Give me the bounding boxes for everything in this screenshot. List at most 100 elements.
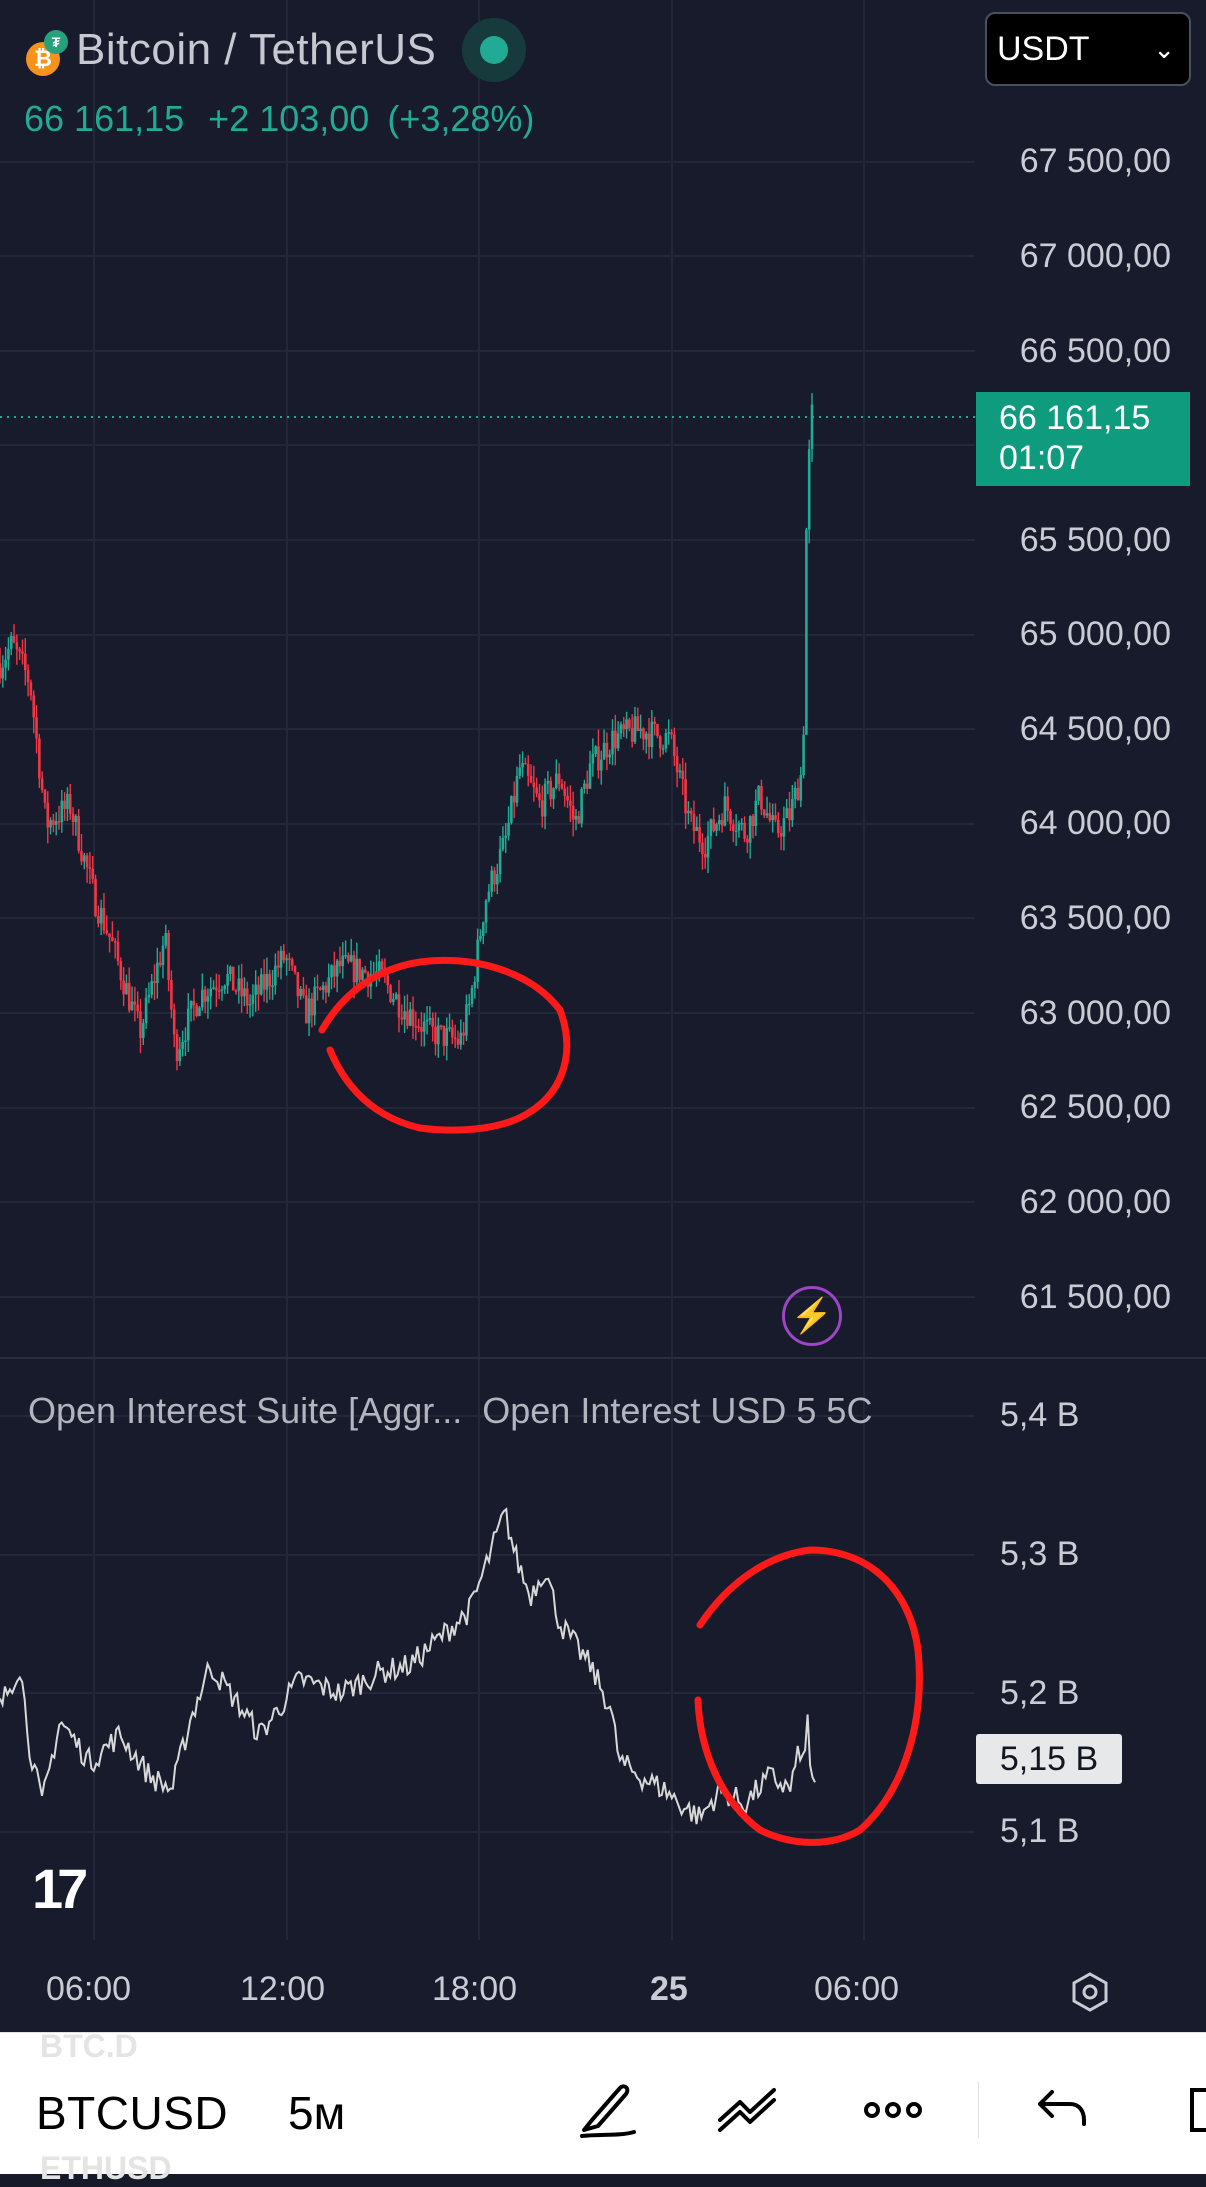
candle-body xyxy=(417,1026,420,1029)
candle-body xyxy=(762,809,766,816)
candle-body xyxy=(186,1008,190,1041)
candle-body xyxy=(279,950,283,968)
price-axis-label: 66 500,00 xyxy=(1019,332,1171,370)
candle-body xyxy=(644,733,648,740)
candle-body xyxy=(532,782,536,788)
candle-body xyxy=(487,891,491,901)
candle-body xyxy=(414,1026,418,1028)
candle-body xyxy=(496,874,499,885)
candle-body xyxy=(569,800,572,806)
candle-body xyxy=(465,1004,468,1036)
candle-body xyxy=(673,734,676,757)
candle-body xyxy=(796,787,800,801)
candle-body xyxy=(400,1017,404,1020)
watchlist-next-symbol[interactable]: ETHUSD xyxy=(40,2150,172,2186)
candle-body xyxy=(473,981,477,988)
candle-body xyxy=(442,1025,446,1046)
candle-body xyxy=(344,955,347,957)
oi-axis-label: 5,3 B xyxy=(1000,1535,1080,1573)
candle-body xyxy=(184,1040,187,1042)
candle-body xyxy=(681,770,685,780)
candle-body xyxy=(661,748,665,750)
candle-body xyxy=(608,754,612,758)
candle-body xyxy=(571,805,575,820)
candle-body xyxy=(406,1011,409,1026)
undo-icon[interactable] xyxy=(1026,2074,1096,2144)
candle-body xyxy=(167,932,170,980)
candle-body xyxy=(394,994,398,999)
candle-body xyxy=(729,810,732,825)
candle-body xyxy=(782,818,786,837)
symbol-header[interactable]: ₿ ₮ Bitcoin / TetherUS xyxy=(24,18,527,82)
candle-body xyxy=(97,916,100,924)
candle-body xyxy=(170,979,173,1010)
candle-body xyxy=(498,849,502,875)
candle-body xyxy=(63,800,66,810)
candle-body xyxy=(254,984,257,996)
candle-body xyxy=(321,985,325,990)
candle-body xyxy=(234,990,238,992)
candle-body xyxy=(307,998,311,1024)
candle-body xyxy=(687,810,690,814)
candle-body xyxy=(161,945,165,966)
candle-body xyxy=(757,785,760,801)
candle-body xyxy=(484,900,488,923)
candle-body xyxy=(341,955,345,967)
brush-icon[interactable] xyxy=(572,2074,642,2144)
price-axis-label: 64 000,00 xyxy=(1019,804,1171,842)
more-icon[interactable] xyxy=(858,2074,928,2144)
candle-body xyxy=(127,983,131,1011)
candle-body xyxy=(667,732,671,734)
candle-body xyxy=(549,780,552,800)
candle-body xyxy=(630,728,634,742)
interval-button[interactable]: 5м xyxy=(288,2087,346,2139)
oi-axis-label: 5,1 B xyxy=(1000,1812,1080,1850)
chart-canvas[interactable] xyxy=(0,0,1206,2032)
bolt-icon[interactable]: ⚡ xyxy=(782,1286,842,1346)
candle-body xyxy=(453,1037,457,1040)
candle-body xyxy=(178,1049,182,1062)
candle-body xyxy=(49,820,52,828)
chevron-down-icon: ⌄ xyxy=(1153,33,1175,64)
trend-line-icon[interactable] xyxy=(712,2074,782,2144)
candle-body xyxy=(577,815,581,824)
candle-body xyxy=(675,756,679,773)
pair-title[interactable]: Bitcoin / TetherUS xyxy=(76,25,437,74)
indicator-title: Open Interest Suite [Aggr... xyxy=(28,1390,463,1431)
watchlist-prev-symbol[interactable]: BTC.D xyxy=(40,2028,138,2064)
candle-body xyxy=(439,1025,443,1027)
price-axis-label: 65 500,00 xyxy=(1019,521,1171,559)
candle-body xyxy=(653,721,656,724)
currency-select[interactable]: USDT ⌄ xyxy=(985,12,1191,86)
candle-body xyxy=(776,819,780,833)
candle-body xyxy=(271,985,274,987)
settings-icon[interactable] xyxy=(1068,1970,1112,2014)
price-axis-label: 62 000,00 xyxy=(1019,1183,1171,1221)
market-status[interactable] xyxy=(462,18,527,82)
candle-body xyxy=(490,870,493,892)
candle-body xyxy=(156,962,159,984)
symbol-button[interactable]: BTCUSD xyxy=(36,2087,229,2139)
candle-body xyxy=(515,775,519,803)
candle-body xyxy=(290,959,294,966)
chart-area[interactable]: ₿ ₮ Bitcoin / TetherUS 66 161,15 +2 103,… xyxy=(0,0,1206,2032)
candle-body xyxy=(470,987,474,1004)
candle-body xyxy=(560,784,564,789)
candle-body xyxy=(192,1000,196,1006)
candle-body xyxy=(94,878,97,917)
candle-body xyxy=(397,994,401,1018)
tradingview-logo[interactable]: 17 xyxy=(32,1857,88,1920)
candle-body xyxy=(583,783,586,789)
candle-body xyxy=(580,788,583,824)
candle-body xyxy=(540,800,544,817)
candle-body xyxy=(493,870,496,885)
candle-body xyxy=(299,988,302,997)
indicator-legend[interactable]: Open Interest Suite [Aggr... Open Intere… xyxy=(28,1390,960,1432)
candle-body xyxy=(209,988,213,997)
redo-icon[interactable] xyxy=(1160,2074,1206,2144)
candle-body xyxy=(389,985,392,1002)
candle-body xyxy=(602,742,606,760)
candle-body xyxy=(248,1004,252,1006)
candle-body xyxy=(664,733,668,749)
candle-body xyxy=(139,1011,142,1039)
